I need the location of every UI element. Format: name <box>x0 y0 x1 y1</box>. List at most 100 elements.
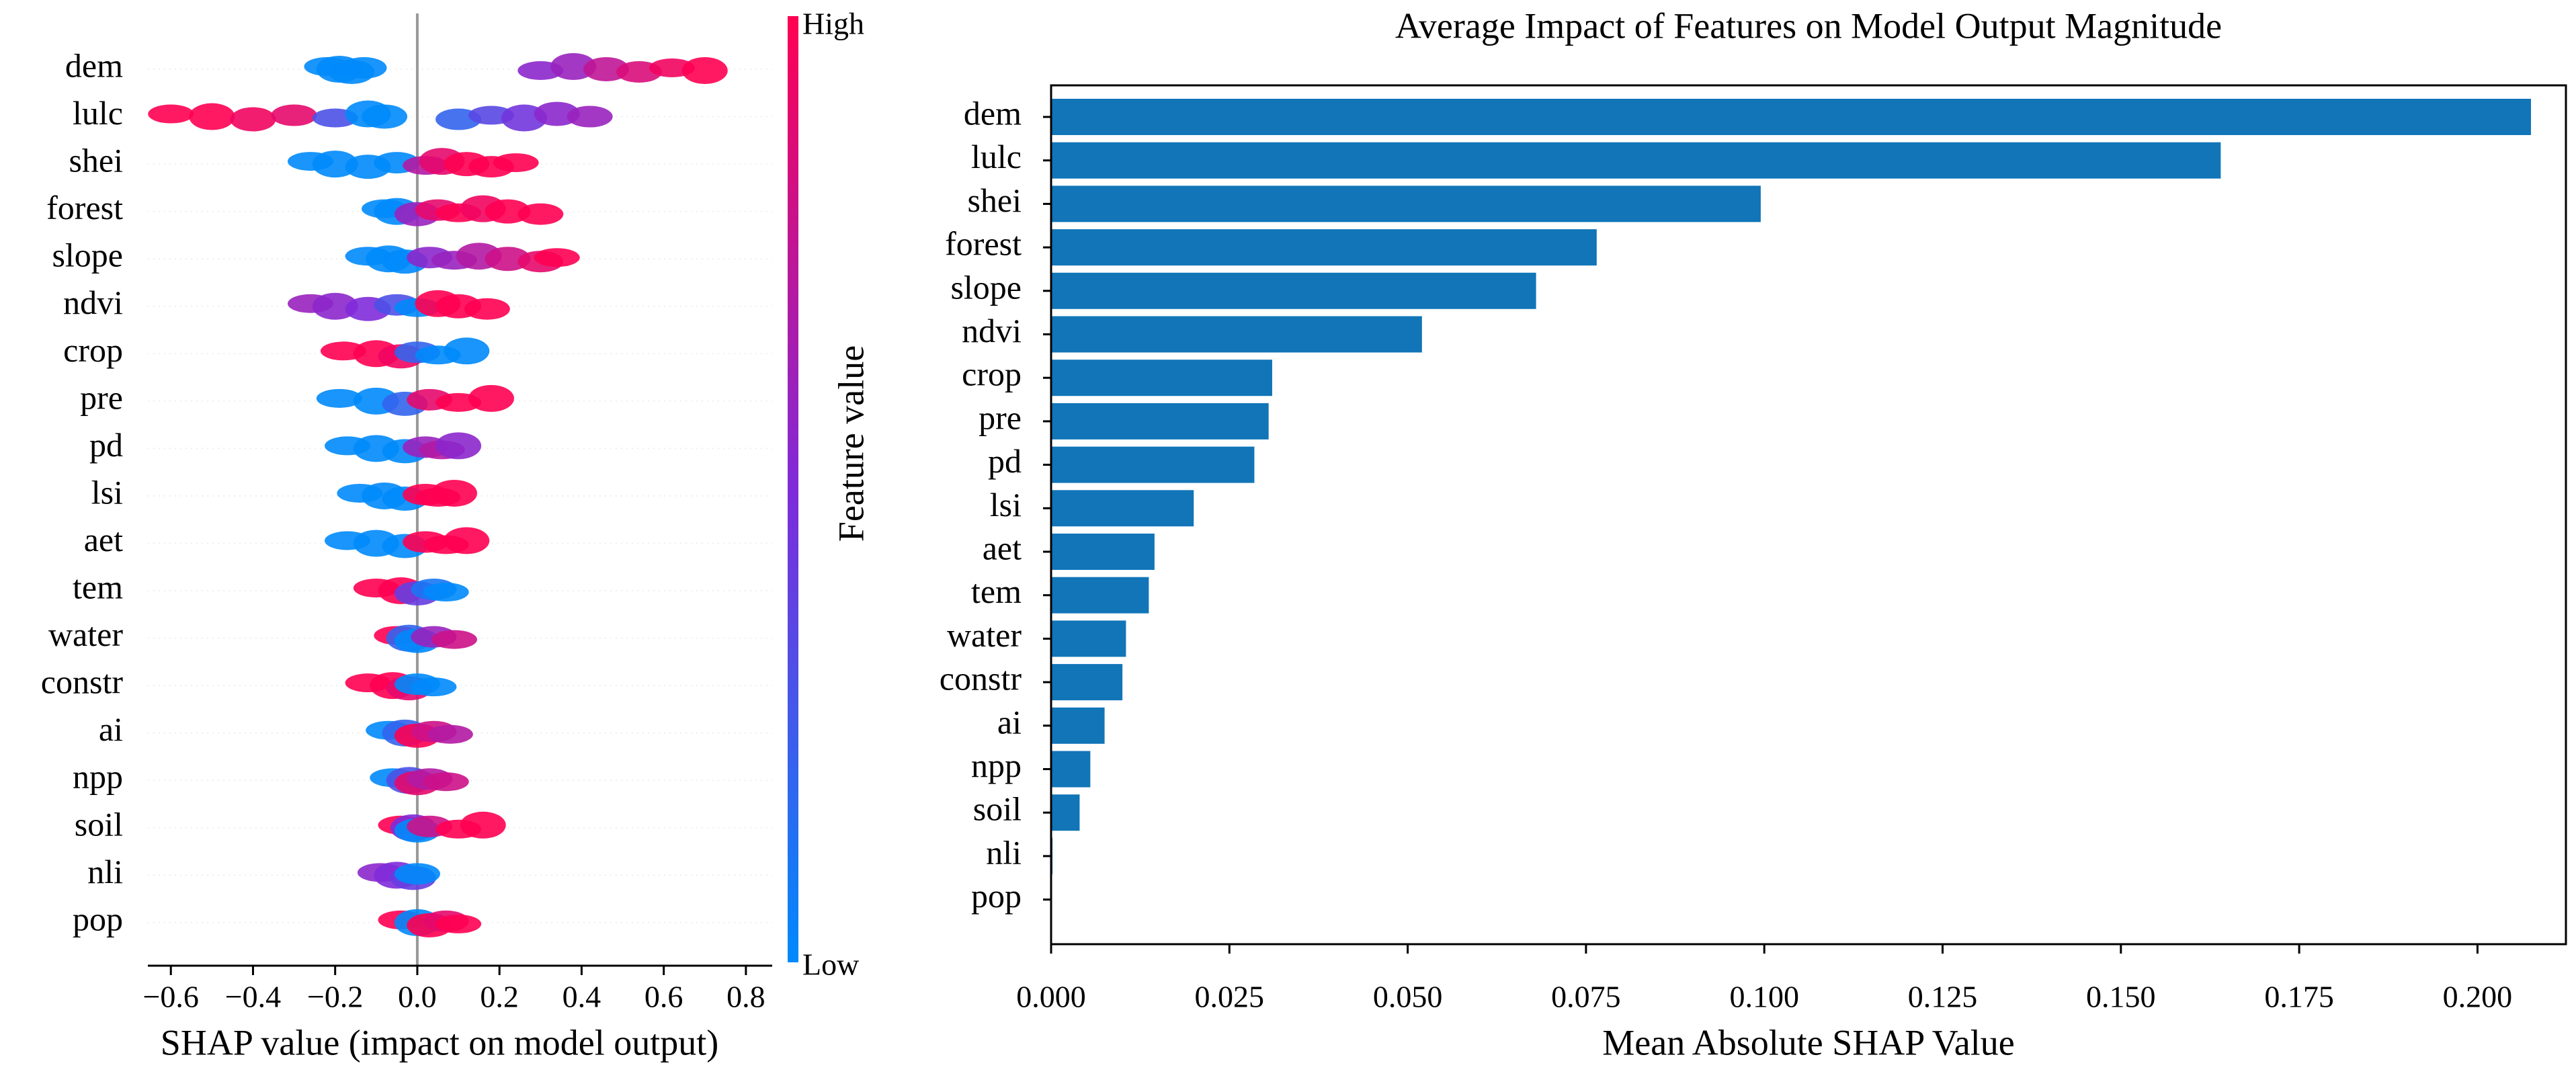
shap-point <box>431 630 477 649</box>
shap-point <box>435 914 482 933</box>
bar <box>1051 446 1255 483</box>
y-tick-label: ai <box>997 703 1022 741</box>
shap-point <box>148 104 194 124</box>
feature-label: soil <box>75 805 123 843</box>
colorbar-low: Low <box>802 948 860 982</box>
shap-point <box>468 384 514 412</box>
x-tick-label: 0.175 <box>2264 980 2334 1014</box>
bar <box>1051 577 1149 614</box>
colorbar-label: Feature value <box>831 345 871 542</box>
feature-label: crop <box>63 331 123 369</box>
x-tick-label: −0.2 <box>307 980 363 1014</box>
shap-point <box>444 527 490 554</box>
shap-point <box>423 583 469 602</box>
shap-point <box>230 107 276 132</box>
bar <box>1051 360 1272 396</box>
feature-label: dem <box>65 46 123 84</box>
y-tick-label: ndvi <box>962 312 1022 349</box>
shap-point <box>493 153 539 173</box>
shap-point <box>444 337 490 365</box>
y-tick-label: aet <box>983 529 1022 567</box>
y-tick-label: lulc <box>971 138 1022 175</box>
shap-point <box>189 103 235 130</box>
feature-label: constr <box>41 663 124 701</box>
x-tick-label: −0.6 <box>142 980 198 1014</box>
chart-title: Average Impact of Features on Model Outp… <box>1395 5 2222 46</box>
x-tick-label: 0.125 <box>1908 980 1978 1014</box>
x-tick-label: 0.8 <box>726 980 765 1014</box>
y-tick-label: crop <box>962 355 1022 393</box>
shap-point <box>341 57 387 79</box>
feature-label: pd <box>89 426 123 464</box>
feature-label: lsi <box>91 473 123 511</box>
bar <box>1051 403 1269 440</box>
y-tick-label: lsi <box>990 486 1022 524</box>
feature-label: lulc <box>73 94 123 132</box>
feature-label: shei <box>69 142 123 179</box>
bar <box>1051 272 1536 309</box>
x-axis-label: Mean Absolute SHAP Value <box>1602 1022 2015 1062</box>
bar <box>1051 99 2532 135</box>
bar <box>1051 794 1080 831</box>
y-tick-label: nli <box>986 833 1022 871</box>
feature-label: tem <box>73 569 123 606</box>
shap-point <box>464 298 510 320</box>
shap-point <box>681 57 728 84</box>
shap-point <box>460 811 506 839</box>
bar <box>1051 534 1155 570</box>
bar <box>1051 490 1194 527</box>
shap-point <box>411 677 457 697</box>
y-tick-label: forest <box>945 225 1022 263</box>
bar <box>1051 664 1123 701</box>
feature-label: forest <box>46 189 123 226</box>
y-tick-label: pd <box>988 442 1022 480</box>
shap-point <box>423 772 469 792</box>
feature-label: nli <box>87 853 123 890</box>
shap-point <box>362 104 408 129</box>
shap-point <box>316 388 362 408</box>
y-tick-label: tem <box>971 573 1022 610</box>
bar <box>1051 142 2221 179</box>
bar <box>1051 707 1105 744</box>
feature-label: aet <box>84 521 123 558</box>
x-tick-label: 0.0 <box>398 980 437 1014</box>
feature-label: water <box>48 616 123 653</box>
shap-point <box>431 479 477 507</box>
feature-label: slope <box>52 237 123 274</box>
bar <box>1051 229 1597 266</box>
x-tick-label: 0.100 <box>1729 980 1799 1014</box>
bar <box>1051 620 1126 657</box>
y-tick-label: pop <box>971 877 1022 915</box>
feature-label: ai <box>99 710 123 748</box>
x-tick-label: 0.2 <box>480 980 519 1014</box>
feature-label: npp <box>73 758 123 796</box>
x-tick-label: 0.050 <box>1373 980 1443 1014</box>
shap-point <box>517 203 564 225</box>
x-tick-label: 0.150 <box>2086 980 2156 1014</box>
y-tick-label: pre <box>979 399 1022 436</box>
colorbar <box>788 16 798 962</box>
x-tick-label: 0.200 <box>2443 980 2513 1014</box>
shap-point <box>394 863 440 885</box>
feature-label: pre <box>80 378 123 416</box>
x-tick-label: −0.4 <box>225 980 281 1014</box>
bar <box>1051 185 1761 222</box>
plot-frame <box>1050 84 2567 946</box>
feature-label: pop <box>73 900 123 937</box>
y-tick-label: soil <box>973 790 1022 828</box>
x-tick-label: 0.025 <box>1195 980 1265 1014</box>
x-tick-label: 0.075 <box>1551 980 1621 1014</box>
shap-point <box>427 724 473 744</box>
y-tick-label: shei <box>967 181 1022 219</box>
x-tick-label: 0.000 <box>1016 980 1086 1014</box>
y-tick-label: slope <box>950 268 1022 306</box>
y-tick-label: constr <box>940 660 1022 698</box>
x-axis-label: SHAP value (impact on model output) <box>161 1022 718 1062</box>
feature-label: ndvi <box>63 284 123 321</box>
shap-point <box>271 104 317 126</box>
shap-point <box>534 248 580 267</box>
bar <box>1051 751 1091 788</box>
colorbar-high: High <box>802 7 864 41</box>
